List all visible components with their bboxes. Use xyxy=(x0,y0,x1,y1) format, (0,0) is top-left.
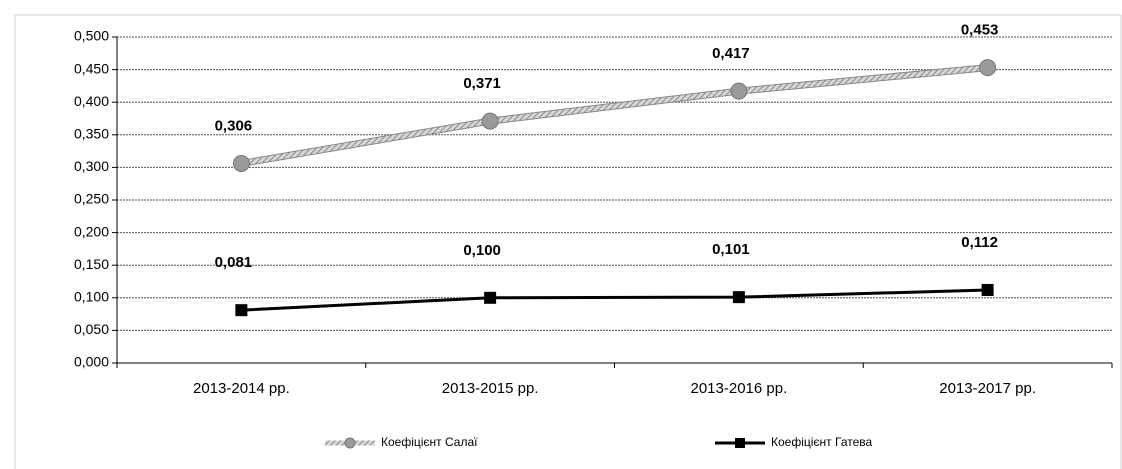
point xyxy=(981,283,994,296)
point xyxy=(481,112,499,130)
point xyxy=(979,59,997,77)
legend-label: Коефіцієнт Гатева xyxy=(771,435,873,449)
y-tick-label: 0,250 xyxy=(74,191,109,207)
chart-frame xyxy=(14,14,1122,469)
y-tick-label: 0,100 xyxy=(74,289,109,305)
y-tick-label: 0,000 xyxy=(74,354,109,370)
y-tick-label: 0,150 xyxy=(74,256,109,272)
point xyxy=(235,304,248,317)
x-tick-label: 2013-2015 рр. xyxy=(442,380,539,397)
y-tick-label: 0,500 xyxy=(74,28,109,44)
x-tick-label: 2013-2014 рр. xyxy=(193,380,290,397)
y-tick-label: 0,300 xyxy=(74,158,109,174)
y-tick-label: 0,450 xyxy=(74,60,109,76)
data-label: 0,306 xyxy=(215,117,253,134)
y-tick-label: 0,400 xyxy=(74,93,109,109)
point xyxy=(232,154,250,172)
point xyxy=(730,82,748,100)
data-label: 0,081 xyxy=(215,254,253,271)
legend-label: Коефіцієнт Салаї xyxy=(381,435,478,449)
data-label: 0,417 xyxy=(712,45,750,62)
y-tick-label: 0,350 xyxy=(74,126,109,142)
point xyxy=(732,291,745,304)
x-tick-label: 2013-2016 рр. xyxy=(690,380,787,397)
series-line xyxy=(241,288,988,312)
point xyxy=(735,438,745,448)
y-tick-label: 0,050 xyxy=(74,321,109,337)
series-line xyxy=(240,65,988,166)
data-label: 0,101 xyxy=(712,241,750,258)
point xyxy=(484,291,497,304)
point xyxy=(344,437,356,449)
x-tick-label: 2013-2017 рр. xyxy=(939,380,1036,397)
y-tick-label: 0,200 xyxy=(74,223,109,239)
series-line-outline xyxy=(240,64,988,167)
data-label: 0,112 xyxy=(961,234,998,251)
data-label: 0,371 xyxy=(463,75,501,92)
data-label: 0,453 xyxy=(961,22,999,39)
data-label: 0,100 xyxy=(463,242,501,259)
